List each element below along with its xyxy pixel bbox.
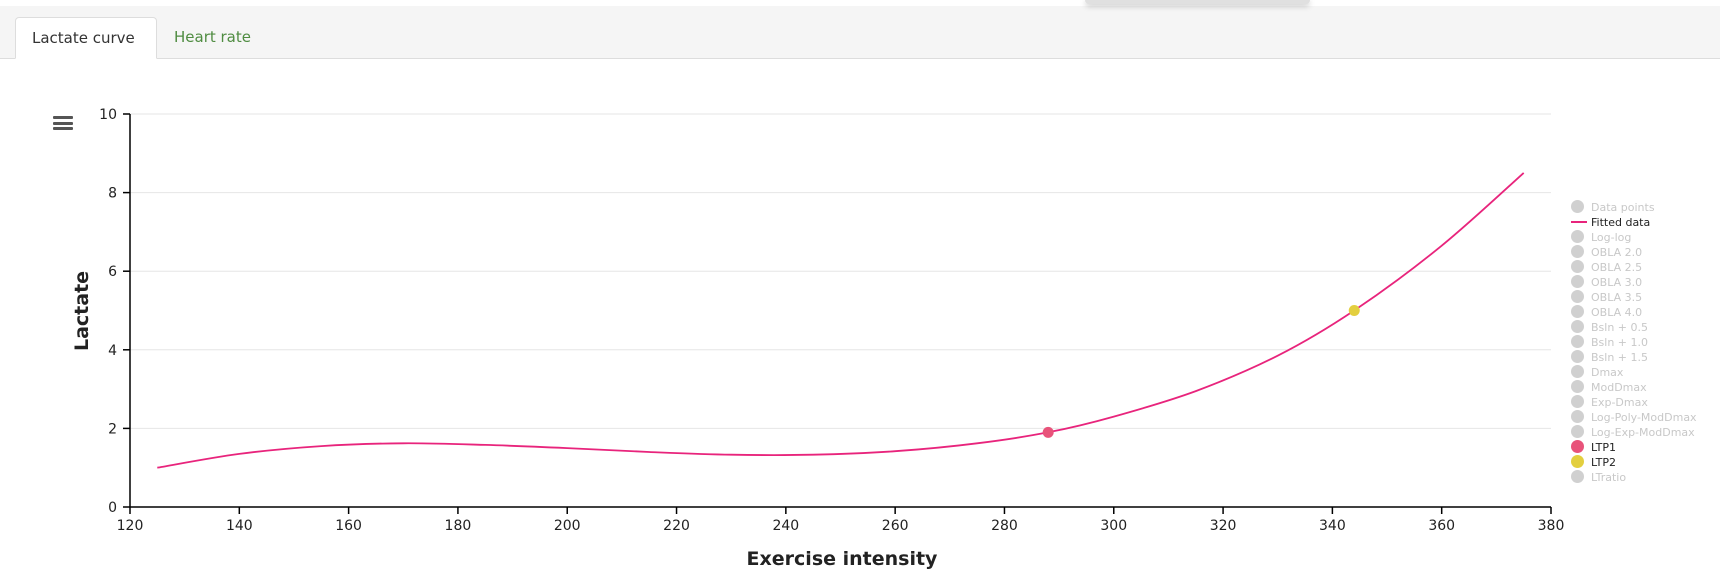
legend-dot-icon — [1571, 455, 1584, 468]
legend-label: Bsln + 0.5 — [1591, 321, 1649, 334]
legend-label: Log-Poly-ModDmax — [1591, 411, 1697, 424]
legend-dot-icon — [1571, 275, 1584, 288]
legend-dot-icon — [1571, 395, 1584, 408]
legend-dot-icon — [1571, 410, 1584, 423]
legend-item[interactable]: OBLA 3.5 — [1571, 290, 1697, 305]
x-axis-title: Exercise intensity — [747, 548, 939, 570]
ltp1-marker[interactable] — [1042, 426, 1054, 438]
x-tick-label: 120 — [117, 518, 144, 534]
legend-item[interactable]: ModDmax — [1571, 380, 1697, 395]
legend-item[interactable]: Fitted data — [1571, 215, 1697, 230]
x-tick-label: 380 — [1538, 518, 1565, 534]
x-tick-label: 300 — [1100, 518, 1127, 534]
legend-item[interactable]: Log-Exp-ModDmax — [1571, 425, 1697, 440]
legend-dot-icon — [1571, 230, 1584, 243]
legend-item[interactable]: Log-Poly-ModDmax — [1571, 410, 1697, 425]
legend-item[interactable]: Log-log — [1571, 230, 1697, 245]
x-tick-label: 220 — [663, 518, 690, 534]
legend-label: LTP1 — [1591, 441, 1616, 454]
legend-label: Bsln + 1.5 — [1591, 351, 1649, 364]
legend-dot-icon — [1571, 380, 1584, 393]
legend-label: OBLA 4.0 — [1591, 306, 1643, 319]
legend-label: OBLA 2.0 — [1591, 246, 1643, 259]
ltp2-marker[interactable] — [1348, 305, 1360, 316]
x-tick-label: 240 — [772, 518, 799, 534]
tab-heart-rate[interactable]: Heart rate — [174, 28, 251, 46]
legend-label: OBLA 2.5 — [1591, 261, 1643, 274]
legend-label: OBLA 3.5 — [1591, 291, 1643, 304]
legend-label: Exp-Dmax — [1591, 396, 1648, 409]
legend-item[interactable]: Exp-Dmax — [1571, 395, 1697, 410]
x-tick-label: 160 — [335, 518, 362, 534]
overlay-edge — [1085, 0, 1310, 4]
legend-item[interactable]: OBLA 3.0 — [1571, 275, 1697, 290]
legend-dot-icon — [1571, 470, 1584, 483]
chart-legend: Data points Fitted data Log-log OBLA 2.0 OBL… — [1571, 200, 1697, 485]
x-tick-label: 140 — [226, 518, 253, 534]
hamburger-menu-icon[interactable] — [53, 116, 73, 134]
legend-item[interactable]: Bsln + 1.5 — [1571, 350, 1697, 365]
legend-dot-icon — [1571, 350, 1584, 363]
legend-dot-icon — [1571, 335, 1584, 348]
legend-label: OBLA 3.0 — [1591, 276, 1643, 289]
legend-dot-icon — [1571, 320, 1584, 333]
y-tick-label: 10 — [99, 107, 117, 123]
legend-label: Data points — [1591, 201, 1655, 214]
fitted-data-line[interactable] — [157, 172, 1525, 469]
legend-dot-icon — [1571, 200, 1584, 213]
legend-dot-icon — [1571, 425, 1584, 438]
legend-line-icon — [1571, 221, 1587, 223]
tab-strip — [0, 6, 1720, 59]
x-tick-label: 320 — [1210, 518, 1237, 534]
legend-item[interactable]: Bsln + 1.0 — [1571, 335, 1697, 350]
legend-item[interactable]: Bsln + 0.5 — [1571, 320, 1697, 335]
legend-label: Dmax — [1591, 366, 1624, 379]
y-tick-label: 4 — [108, 343, 117, 359]
legend-dot-icon — [1571, 365, 1584, 378]
legend-dot-icon — [1571, 260, 1584, 273]
legend-label: Fitted data — [1591, 216, 1651, 229]
x-tick-label: 260 — [882, 518, 909, 534]
legend-item[interactable]: OBLA 2.5 — [1571, 260, 1697, 275]
y-tick-label: 6 — [108, 264, 117, 280]
legend-dot-icon — [1571, 245, 1584, 258]
legend-label: ModDmax — [1591, 381, 1647, 394]
legend-item[interactable]: Dmax — [1571, 365, 1697, 380]
legend-dot-icon — [1571, 290, 1584, 303]
legend-item[interactable]: OBLA 2.0 — [1571, 245, 1697, 260]
legend-dot-icon — [1571, 440, 1584, 453]
legend-item[interactable]: OBLA 4.0 — [1571, 305, 1697, 320]
legend-label: Log-Exp-ModDmax — [1591, 426, 1695, 439]
x-tick-label: 180 — [445, 518, 472, 534]
legend-item[interactable]: Data points — [1571, 200, 1697, 215]
legend-label: LTratio — [1591, 471, 1627, 484]
legend-label: Bsln + 1.0 — [1591, 336, 1649, 349]
legend-item[interactable]: LTP2 — [1571, 455, 1697, 470]
y-tick-label: 0 — [108, 500, 117, 516]
y-tick-label: 8 — [108, 186, 117, 202]
legend-item[interactable]: LTP1 — [1571, 440, 1697, 455]
x-tick-label: 340 — [1319, 518, 1346, 534]
legend-item[interactable]: LTratio — [1571, 470, 1697, 485]
x-tick-label: 200 — [554, 518, 581, 534]
legend-label: Log-log — [1591, 231, 1632, 244]
y-tick-label: 2 — [108, 421, 117, 437]
y-axis-title: Lactate — [71, 271, 93, 351]
x-tick-label: 360 — [1428, 518, 1455, 534]
x-tick-label: 280 — [991, 518, 1018, 534]
legend-dot-icon — [1571, 305, 1584, 318]
tab-lactate-curve[interactable]: Lactate curve — [15, 17, 157, 59]
legend-label: LTP2 — [1591, 456, 1616, 469]
